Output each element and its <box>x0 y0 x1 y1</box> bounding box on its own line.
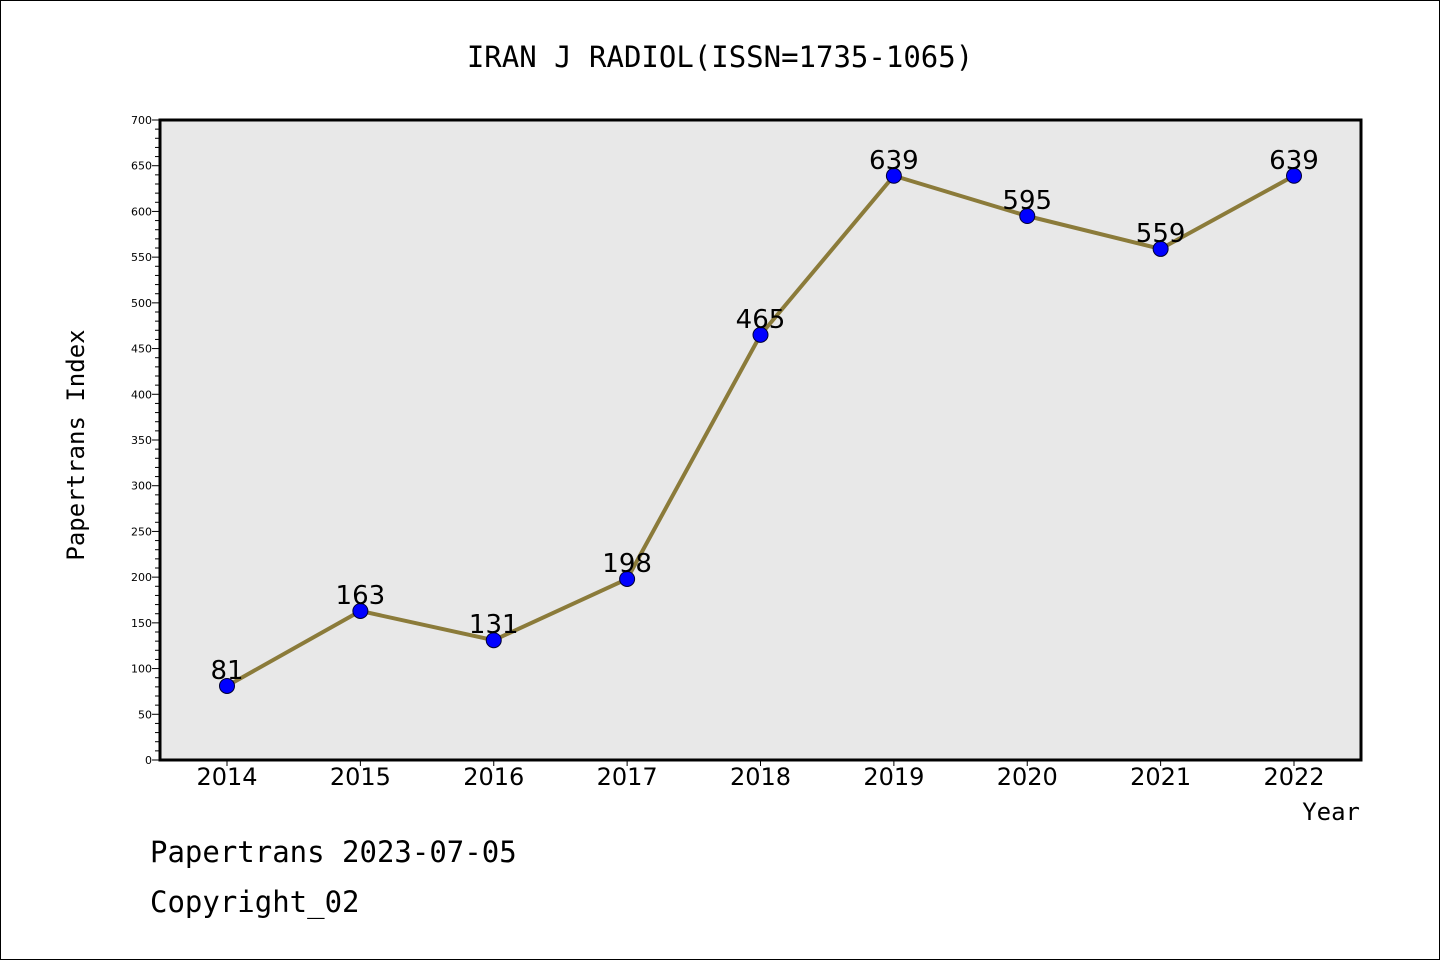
y-tick-label: 350 <box>131 434 152 447</box>
x-tick-label: 2018 <box>730 763 791 791</box>
chart-title: IRAN J RADIOL(ISSN=1735-1065) <box>467 40 973 74</box>
data-label: 595 <box>1002 186 1052 216</box>
data-label: 559 <box>1136 219 1186 249</box>
data-point <box>485 632 502 649</box>
y-tick-label: 500 <box>131 297 152 310</box>
y-tick-label: 0 <box>145 754 152 767</box>
data-point <box>752 326 769 343</box>
y-axis-label: Papertrans Index <box>62 329 90 560</box>
data-label: 198 <box>602 549 652 579</box>
data-point <box>352 602 369 619</box>
data-label: 131 <box>469 610 519 640</box>
x-axis-label: Year <box>1302 798 1360 826</box>
y-tick-label: 100 <box>131 663 152 676</box>
series-layer: 81 163 131 198 465 639 595 559 639 <box>210 146 1319 694</box>
y-tick-label: 650 <box>131 160 152 173</box>
y-tick-label: 550 <box>131 251 152 264</box>
y-tick-label: 50 <box>138 708 152 721</box>
x-tick-label: 2017 <box>597 763 658 791</box>
footer-date: Papertrans 2023-07-05 <box>150 835 517 869</box>
data-point <box>1152 240 1169 257</box>
y-axis: 0 50 100 150 200 250 300 350 400 450 500 550 600 650 7… <box>131 114 160 767</box>
data-point <box>219 677 235 694</box>
data-point <box>885 167 902 184</box>
y-tick-label: 400 <box>131 388 152 401</box>
x-tick-label: 2020 <box>997 763 1058 791</box>
data-label: 163 <box>336 581 386 611</box>
data-point <box>1019 208 1036 224</box>
data-label: 639 <box>1269 146 1319 176</box>
y-tick-label: 700 <box>131 114 152 127</box>
y-tick-label: 250 <box>131 525 152 538</box>
x-tick-label: 2014 <box>196 763 257 791</box>
x-tick-label: 2021 <box>1130 763 1191 791</box>
data-point <box>619 570 636 587</box>
y-tick-label: 450 <box>131 343 152 356</box>
data-label: 465 <box>736 305 786 335</box>
x-tick-label: 2015 <box>330 763 391 791</box>
data-label: 639 <box>869 146 919 176</box>
y-tick-label: 300 <box>131 480 152 493</box>
y-tick-label: 150 <box>131 617 152 630</box>
footer-copyright: Copyright_02 <box>150 885 360 919</box>
data-point <box>1286 167 1302 184</box>
x-tick-label: 2016 <box>463 763 524 791</box>
x-axis: 2014 2015 2016 2017 2018 2019 2020 2021 2022 <box>196 760 1325 791</box>
plot-area <box>158 118 1363 762</box>
y-tick-label: 200 <box>131 571 152 584</box>
data-label: 81 <box>210 656 243 686</box>
x-tick-label: 2019 <box>863 763 924 791</box>
x-tick-label: 2022 <box>1263 763 1324 791</box>
y-tick-label: 600 <box>131 205 152 218</box>
